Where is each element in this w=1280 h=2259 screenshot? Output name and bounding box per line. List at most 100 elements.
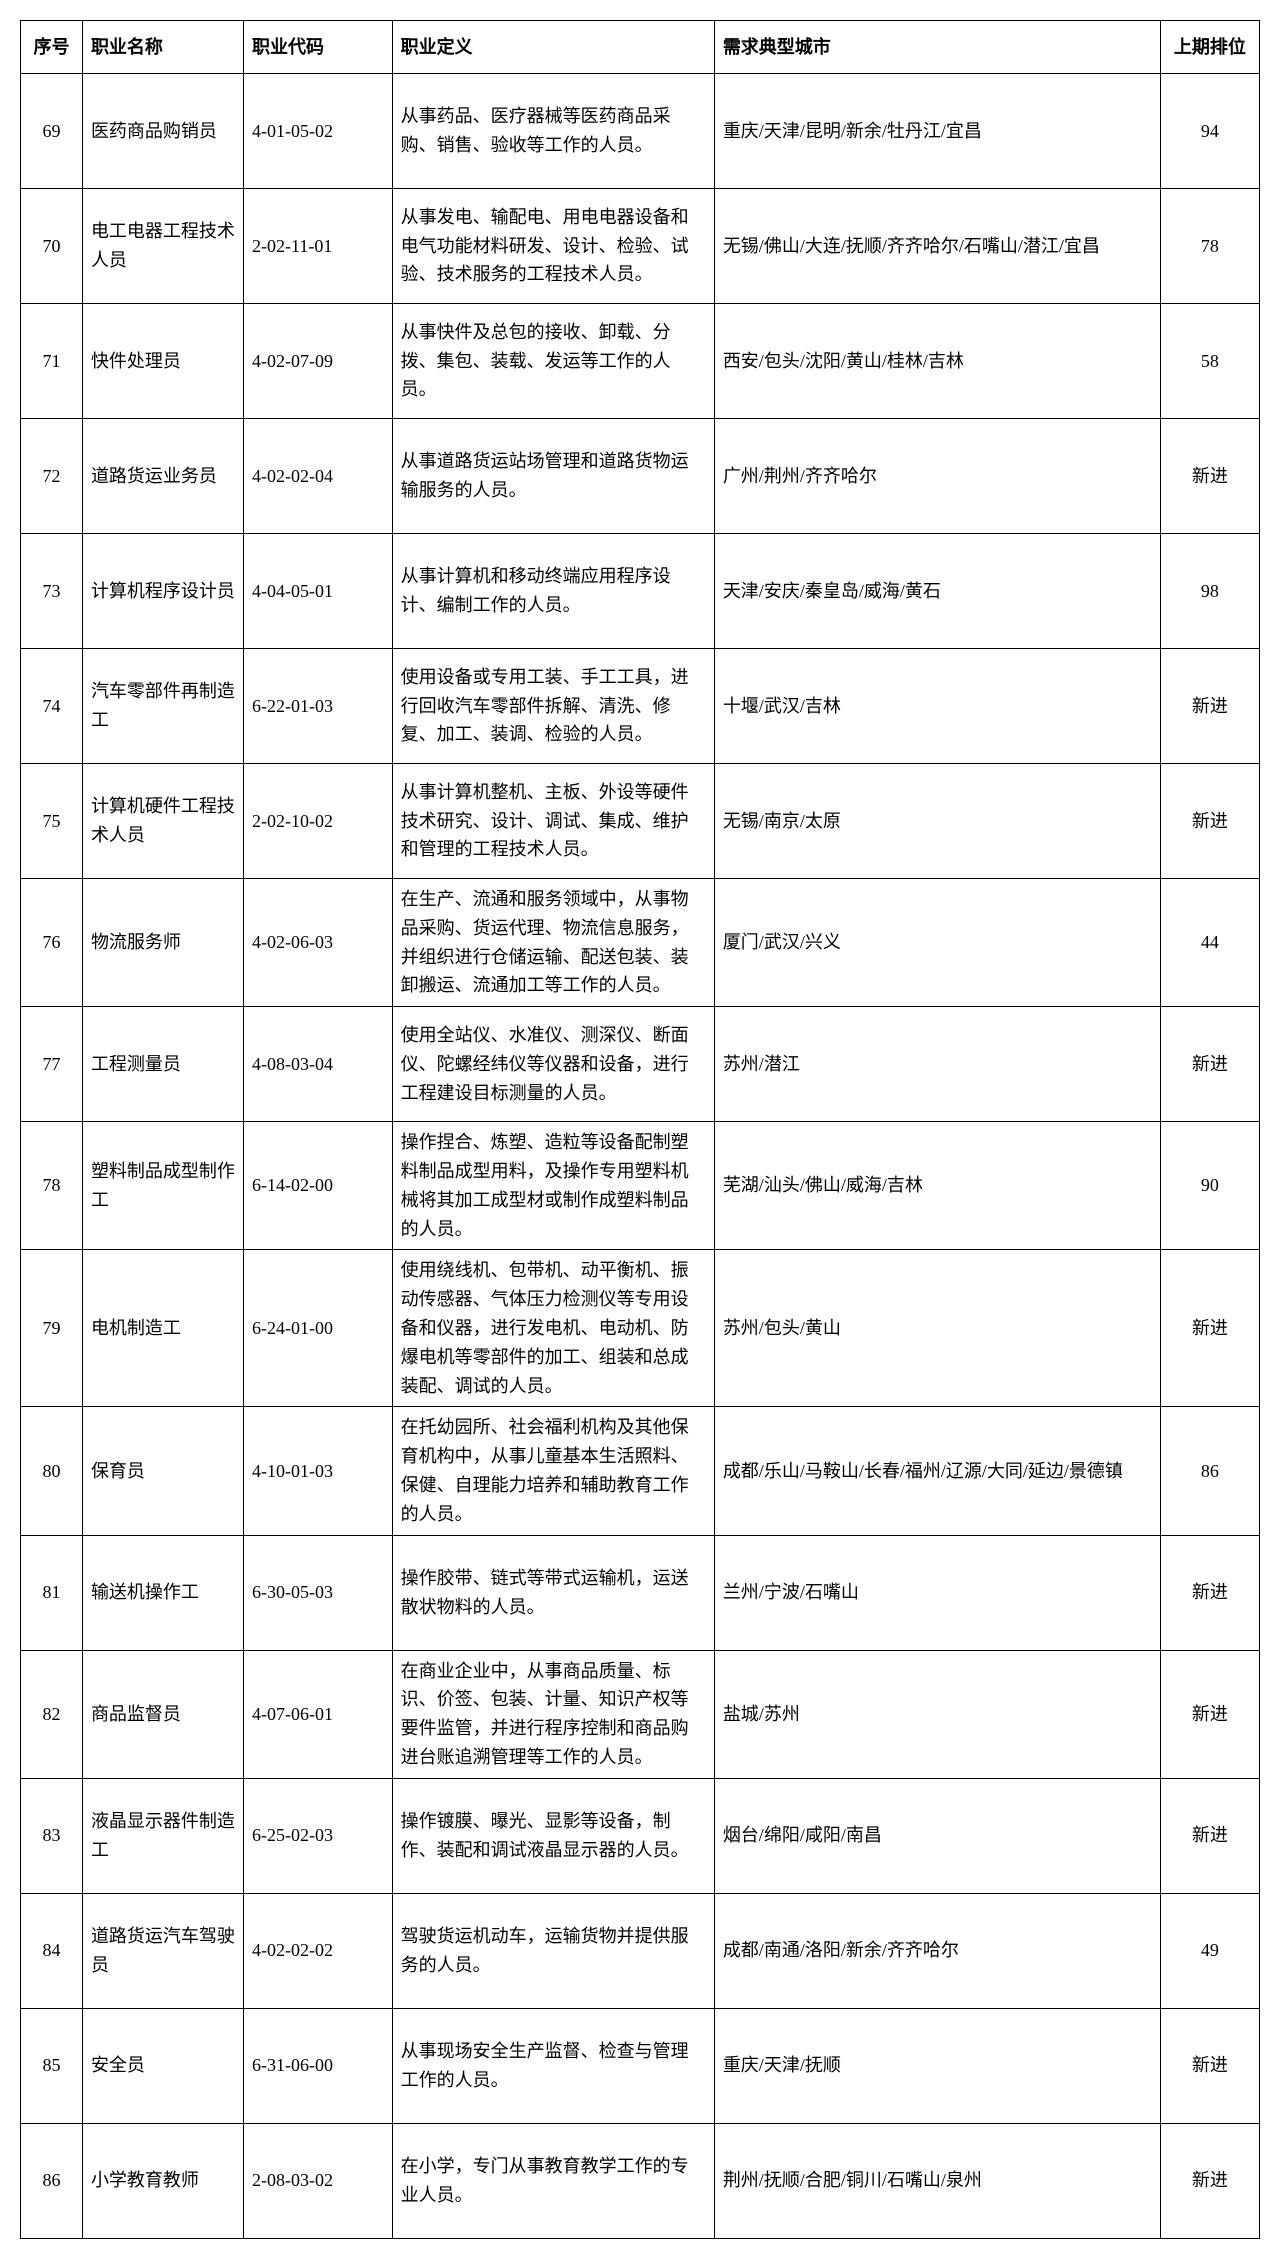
- cell-code: 6-24-01-00: [244, 1250, 393, 1407]
- cell-cities: 十堰/武汉/吉林: [714, 649, 1160, 764]
- cell-name: 计算机程序设计员: [82, 534, 243, 649]
- cell-code: 4-02-07-09: [244, 304, 393, 419]
- cell-seq: 78: [21, 1122, 83, 1250]
- cell-cities: 广州/荆州/齐齐哈尔: [714, 419, 1160, 534]
- cell-definition: 使用设备或专用工装、手工工具，进行回收汽车零部件拆解、清洗、修复、加工、装调、检…: [392, 649, 714, 764]
- cell-code: 4-08-03-04: [244, 1007, 393, 1122]
- cell-rank: 44: [1160, 879, 1259, 1007]
- cell-seq: 75: [21, 764, 83, 879]
- cell-code: 4-10-01-03: [244, 1407, 393, 1535]
- table-row: 75计算机硬件工程技术人员2-02-10-02从事计算机整机、主板、外设等硬件技…: [21, 764, 1260, 879]
- table-row: 72道路货运业务员4-02-02-04从事道路货运站场管理和道路货物运输服务的人…: [21, 419, 1260, 534]
- table-row: 80保育员4-10-01-03在托幼园所、社会福利机构及其他保育机构中，从事儿童…: [21, 1407, 1260, 1535]
- cell-seq: 79: [21, 1250, 83, 1407]
- cell-name: 汽车零部件再制造工: [82, 649, 243, 764]
- cell-rank: 49: [1160, 1893, 1259, 2008]
- cell-cities: 荆州/抚顺/合肥/铜川/石嘴山/泉州: [714, 2123, 1160, 2238]
- cell-seq: 81: [21, 1535, 83, 1650]
- table-row: 70电工电器工程技术人员2-02-11-01从事发电、输配电、用电电器设备和电气…: [21, 189, 1260, 304]
- cell-cities: 成都/乐山/马鞍山/长春/福州/辽源/大同/延边/景德镇: [714, 1407, 1160, 1535]
- cell-cities: 重庆/天津/抚顺: [714, 2008, 1160, 2123]
- cell-definition: 从事快件及总包的接收、卸载、分拨、集包、装载、发运等工作的人员。: [392, 304, 714, 419]
- cell-definition: 操作捏合、炼塑、造粒等设备配制塑料制品成型用料，及操作专用塑料机械将其加工成型材…: [392, 1122, 714, 1250]
- cell-seq: 77: [21, 1007, 83, 1122]
- cell-name: 道路货运汽车驾驶员: [82, 1893, 243, 2008]
- cell-cities: 重庆/天津/昆明/新余/牡丹江/宜昌: [714, 74, 1160, 189]
- cell-cities: 烟台/绵阳/咸阳/南昌: [714, 1778, 1160, 1893]
- cell-name: 道路货运业务员: [82, 419, 243, 534]
- col-code-header: 职业代码: [244, 21, 393, 74]
- cell-cities: 无锡/佛山/大连/抚顺/齐齐哈尔/石嘴山/潜江/宜昌: [714, 189, 1160, 304]
- cell-seq: 74: [21, 649, 83, 764]
- cell-name: 小学教育教师: [82, 2123, 243, 2238]
- cell-rank: 新进: [1160, 1778, 1259, 1893]
- cell-definition: 从事发电、输配电、用电电器设备和电气功能材料研发、设计、检验、试验、技术服务的工…: [392, 189, 714, 304]
- cell-code: 2-08-03-02: [244, 2123, 393, 2238]
- table-body: 69医药商品购销员4-01-05-02从事药品、医疗器械等医药商品采购、销售、验…: [21, 74, 1260, 2239]
- cell-cities: 兰州/宁波/石嘴山: [714, 1535, 1160, 1650]
- table-row: 83液晶显示器件制造工6-25-02-03操作镀膜、曝光、显影等设备，制作、装配…: [21, 1778, 1260, 1893]
- cell-definition: 从事道路货运站场管理和道路货物运输服务的人员。: [392, 419, 714, 534]
- cell-rank: 新进: [1160, 2008, 1259, 2123]
- cell-definition: 操作胶带、链式等带式运输机，运送散状物料的人员。: [392, 1535, 714, 1650]
- cell-name: 医药商品购销员: [82, 74, 243, 189]
- cell-code: 4-02-02-04: [244, 419, 393, 534]
- col-seq-header: 序号: [21, 21, 83, 74]
- cell-name: 商品监督员: [82, 1650, 243, 1778]
- table-row: 71快件处理员4-02-07-09从事快件及总包的接收、卸载、分拨、集包、装载、…: [21, 304, 1260, 419]
- cell-definition: 从事计算机和移动终端应用程序设计、编制工作的人员。: [392, 534, 714, 649]
- cell-code: 6-14-02-00: [244, 1122, 393, 1250]
- cell-rank: 新进: [1160, 419, 1259, 534]
- cell-definition: 在生产、流通和服务领域中，从事物品采购、货运代理、物流信息服务，并组织进行仓储运…: [392, 879, 714, 1007]
- table-row: 76物流服务师4-02-06-03在生产、流通和服务领域中，从事物品采购、货运代…: [21, 879, 1260, 1007]
- cell-seq: 71: [21, 304, 83, 419]
- cell-seq: 85: [21, 2008, 83, 2123]
- table-row: 85安全员6-31-06-00从事现场安全生产监督、检查与管理工作的人员。重庆/…: [21, 2008, 1260, 2123]
- cell-name: 物流服务师: [82, 879, 243, 1007]
- cell-seq: 82: [21, 1650, 83, 1778]
- cell-cities: 无锡/南京/太原: [714, 764, 1160, 879]
- cell-cities: 芜湖/汕头/佛山/威海/吉林: [714, 1122, 1160, 1250]
- col-rank-header: 上期排位: [1160, 21, 1259, 74]
- cell-code: 4-02-02-02: [244, 1893, 393, 2008]
- table-row: 79电机制造工6-24-01-00使用绕线机、包带机、动平衡机、振动传感器、气体…: [21, 1250, 1260, 1407]
- cell-rank: 86: [1160, 1407, 1259, 1535]
- cell-rank: 新进: [1160, 1535, 1259, 1650]
- cell-name: 液晶显示器件制造工: [82, 1778, 243, 1893]
- cell-rank: 98: [1160, 534, 1259, 649]
- cell-cities: 西安/包头/沈阳/黄山/桂林/吉林: [714, 304, 1160, 419]
- cell-seq: 76: [21, 879, 83, 1007]
- cell-definition: 驾驶货运机动车，运输货物并提供服务的人员。: [392, 1893, 714, 2008]
- col-city-header: 需求典型城市: [714, 21, 1160, 74]
- cell-code: 6-25-02-03: [244, 1778, 393, 1893]
- table-row: 82商品监督员4-07-06-01在商业企业中，从事商品质量、标识、价签、包装、…: [21, 1650, 1260, 1778]
- table-row: 81输送机操作工6-30-05-03操作胶带、链式等带式运输机，运送散状物料的人…: [21, 1535, 1260, 1650]
- table-row: 73计算机程序设计员4-04-05-01从事计算机和移动终端应用程序设计、编制工…: [21, 534, 1260, 649]
- col-def-header: 职业定义: [392, 21, 714, 74]
- cell-rank: 78: [1160, 189, 1259, 304]
- cell-definition: 从事计算机整机、主板、外设等硬件技术研究、设计、调试、集成、维护和管理的工程技术…: [392, 764, 714, 879]
- cell-name: 电工电器工程技术人员: [82, 189, 243, 304]
- cell-seq: 69: [21, 74, 83, 189]
- cell-rank: 新进: [1160, 1250, 1259, 1407]
- cell-seq: 73: [21, 534, 83, 649]
- cell-code: 6-31-06-00: [244, 2008, 393, 2123]
- table-row: 74汽车零部件再制造工6-22-01-03使用设备或专用工装、手工工具，进行回收…: [21, 649, 1260, 764]
- cell-rank: 90: [1160, 1122, 1259, 1250]
- cell-definition: 在商业企业中，从事商品质量、标识、价签、包装、计量、知识产权等要件监管，并进行程…: [392, 1650, 714, 1778]
- cell-rank: 94: [1160, 74, 1259, 189]
- cell-code: 2-02-10-02: [244, 764, 393, 879]
- cell-rank: 新进: [1160, 1650, 1259, 1778]
- cell-code: 4-07-06-01: [244, 1650, 393, 1778]
- cell-seq: 83: [21, 1778, 83, 1893]
- cell-code: 4-01-05-02: [244, 74, 393, 189]
- cell-definition: 在小学，专门从事教育教学工作的专业人员。: [392, 2123, 714, 2238]
- cell-seq: 70: [21, 189, 83, 304]
- table-row: 69医药商品购销员4-01-05-02从事药品、医疗器械等医药商品采购、销售、验…: [21, 74, 1260, 189]
- cell-code: 6-30-05-03: [244, 1535, 393, 1650]
- cell-rank: 新进: [1160, 2123, 1259, 2238]
- cell-code: 6-22-01-03: [244, 649, 393, 764]
- cell-rank: 新进: [1160, 1007, 1259, 1122]
- cell-name: 安全员: [82, 2008, 243, 2123]
- cell-name: 工程测量员: [82, 1007, 243, 1122]
